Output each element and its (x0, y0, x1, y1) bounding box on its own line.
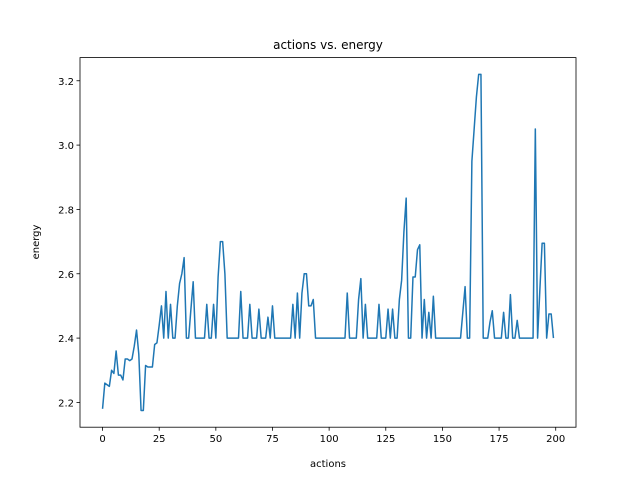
x-tick-label: 25 (153, 434, 166, 445)
x-axis-label: actions (310, 459, 346, 470)
y-tick-label: 2.4 (58, 334, 74, 345)
x-tick-label: 200 (546, 434, 565, 445)
x-tick-label: 175 (490, 434, 509, 445)
chart-title: actions vs. energy (273, 38, 383, 52)
x-tick-label: 75 (266, 434, 279, 445)
line (101, 73, 555, 412)
x-tick-label: 0 (99, 434, 105, 445)
plot-frame (79, 57, 577, 428)
x-tick-label: 150 (433, 434, 452, 445)
x-tick-label: 50 (209, 434, 222, 445)
y-tick-label: 2.6 (58, 270, 74, 281)
y-axis-label: energy (31, 224, 42, 259)
y-tick-label: 3.2 (58, 77, 74, 88)
x-tick-label: 100 (320, 434, 339, 445)
y-tick-label: 2.8 (58, 205, 74, 216)
x-tick-label: 125 (376, 434, 395, 445)
y-tick-label: 3.0 (58, 141, 74, 152)
y-tick-label: 2.2 (58, 398, 74, 409)
